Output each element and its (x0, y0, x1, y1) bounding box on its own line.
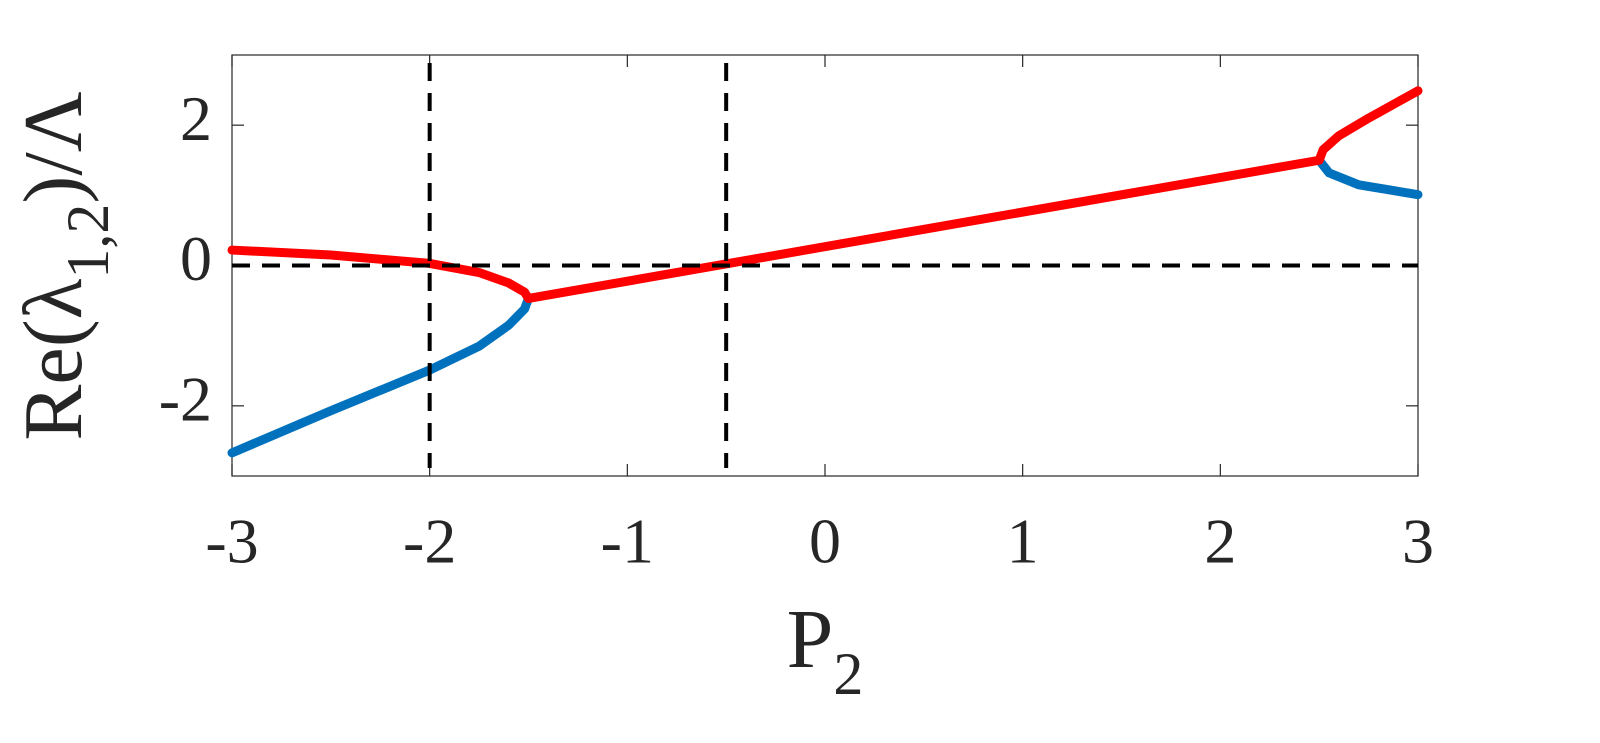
x-tick-label: 2 (1204, 506, 1236, 577)
data-line (227, 86, 1423, 303)
y-tick-label: -2 (159, 364, 212, 435)
x-tick-label: 1 (1007, 506, 1039, 577)
x-axis-label: P2 (787, 593, 864, 706)
y-label-end: )/Λ (7, 91, 100, 203)
y-label-main: Re(λ (7, 278, 100, 440)
x-label-sub: 2 (833, 641, 863, 707)
y-axis-label: Re(λ1,2)/Λ (7, 91, 120, 440)
y-label-sub: 1,2 (55, 204, 121, 279)
x-label-main: P (787, 593, 834, 686)
x-tick-label: 3 (1402, 506, 1434, 577)
x-tick-label: -1 (601, 506, 654, 577)
y-tick-label: 2 (180, 83, 212, 154)
x-tick-label: 0 (809, 506, 841, 577)
data-line (227, 155, 1423, 458)
x-tick-label: -3 (205, 506, 258, 577)
y-tick-label: 0 (180, 223, 212, 294)
x-tick-label: -2 (403, 506, 456, 577)
